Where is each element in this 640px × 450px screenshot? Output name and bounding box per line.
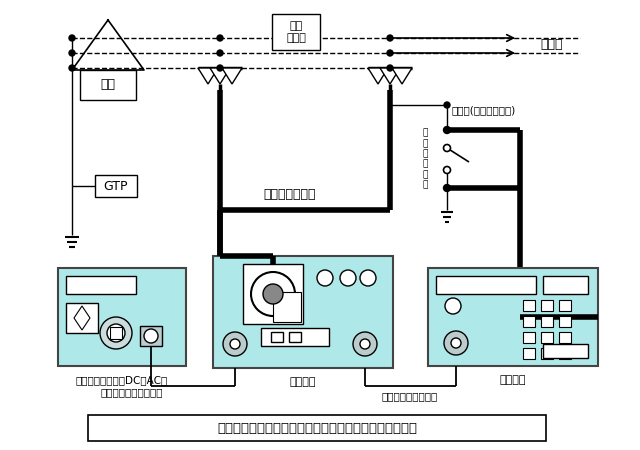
Circle shape bbox=[223, 332, 247, 356]
Circle shape bbox=[360, 339, 370, 349]
Bar bbox=[559, 300, 571, 311]
Polygon shape bbox=[74, 306, 90, 330]
Text: アダプター用ケーブル: アダプター用ケーブル bbox=[100, 387, 163, 397]
Text: 高圧
配電線: 高圧 配電線 bbox=[286, 21, 306, 43]
Text: 被測定ケーブル: 被測定ケーブル bbox=[264, 189, 316, 202]
Text: 測定装置: 測定装置 bbox=[500, 375, 526, 385]
Bar bbox=[541, 348, 553, 359]
Bar bbox=[543, 276, 588, 294]
Circle shape bbox=[217, 35, 223, 41]
Circle shape bbox=[451, 338, 461, 348]
Text: 信号接続用ケーブル: 信号接続用ケーブル bbox=[382, 391, 438, 401]
Circle shape bbox=[353, 332, 377, 356]
Bar bbox=[541, 316, 553, 327]
Bar bbox=[272, 14, 320, 50]
Text: 電源: 電源 bbox=[100, 78, 115, 91]
Text: 接
地
側
定
金
物: 接 地 側 定 金 物 bbox=[422, 129, 428, 189]
Bar bbox=[58, 268, 186, 366]
Polygon shape bbox=[392, 68, 412, 84]
Circle shape bbox=[69, 50, 75, 56]
Circle shape bbox=[340, 270, 356, 286]
Circle shape bbox=[107, 324, 125, 342]
Circle shape bbox=[360, 270, 376, 286]
Bar bbox=[428, 268, 598, 366]
Polygon shape bbox=[368, 68, 388, 84]
Circle shape bbox=[444, 126, 451, 134]
Bar bbox=[289, 332, 301, 342]
Circle shape bbox=[100, 317, 132, 349]
Circle shape bbox=[217, 65, 223, 71]
Bar bbox=[543, 344, 588, 358]
Circle shape bbox=[217, 50, 223, 56]
Bar bbox=[110, 327, 122, 339]
Circle shape bbox=[69, 65, 75, 71]
Bar bbox=[559, 332, 571, 343]
Circle shape bbox=[69, 35, 75, 41]
Circle shape bbox=[263, 284, 283, 304]
Text: 接地線(シースアース): 接地線(シースアース) bbox=[452, 105, 516, 115]
Text: 重畳装置: 重畳装置 bbox=[290, 377, 316, 387]
Bar bbox=[273, 292, 301, 322]
Bar bbox=[541, 332, 553, 343]
Circle shape bbox=[444, 331, 468, 355]
Bar bbox=[66, 303, 98, 333]
Polygon shape bbox=[380, 68, 400, 84]
Text: 交流重畳法による高圧活線ケーブル劣化診断測定回路図: 交流重畳法による高圧活線ケーブル劣化診断測定回路図 bbox=[217, 422, 417, 435]
Bar bbox=[523, 332, 535, 343]
Circle shape bbox=[317, 270, 333, 286]
Bar bbox=[436, 276, 536, 294]
Bar bbox=[523, 316, 535, 327]
Circle shape bbox=[387, 50, 393, 56]
Bar bbox=[559, 348, 571, 359]
Circle shape bbox=[444, 184, 451, 192]
Bar bbox=[95, 175, 137, 197]
Bar bbox=[523, 300, 535, 311]
Circle shape bbox=[445, 298, 461, 314]
Polygon shape bbox=[210, 68, 230, 84]
Bar bbox=[261, 328, 329, 346]
Bar bbox=[541, 300, 553, 311]
Circle shape bbox=[144, 329, 158, 343]
Bar bbox=[243, 264, 303, 324]
Text: GTP: GTP bbox=[104, 180, 128, 193]
Circle shape bbox=[444, 144, 451, 152]
Circle shape bbox=[251, 272, 295, 316]
Bar bbox=[140, 326, 162, 346]
Polygon shape bbox=[222, 68, 242, 84]
Bar bbox=[559, 316, 571, 327]
Circle shape bbox=[444, 102, 450, 108]
Circle shape bbox=[444, 166, 451, 174]
Bar bbox=[523, 348, 535, 359]
Circle shape bbox=[387, 35, 393, 41]
Text: 負荷へ: 負荷へ bbox=[540, 39, 563, 51]
Polygon shape bbox=[198, 68, 218, 84]
Circle shape bbox=[387, 65, 393, 71]
Bar bbox=[213, 256, 393, 368]
Bar bbox=[66, 276, 136, 294]
Circle shape bbox=[230, 339, 240, 349]
Bar bbox=[88, 415, 546, 441]
Text: 電源アダプター（DC＆AC）: 電源アダプター（DC＆AC） bbox=[76, 375, 168, 385]
Bar bbox=[271, 332, 283, 342]
Bar bbox=[80, 70, 136, 100]
